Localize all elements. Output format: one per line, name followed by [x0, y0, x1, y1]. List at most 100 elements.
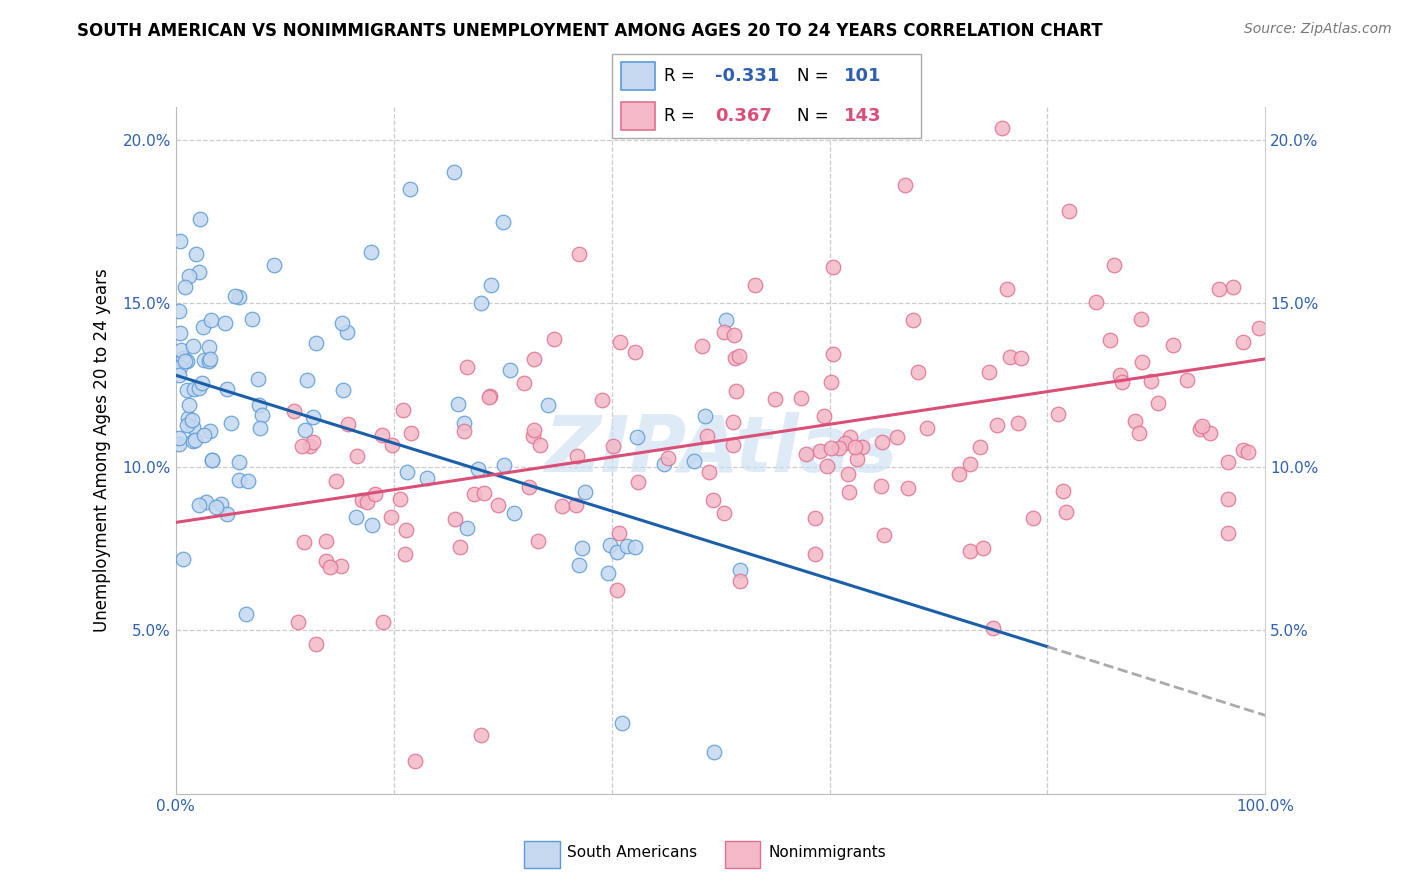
Point [287, 615, 309, 629]
Point [330, 558, 353, 573]
Point [364, 487, 387, 501]
Point [820, 441, 842, 455]
Point [388, 491, 411, 506]
Point [813, 409, 835, 423]
Point [728, 574, 751, 588]
Point [727, 349, 749, 363]
Point [907, 365, 929, 379]
Text: N =: N = [797, 68, 834, 86]
Point [395, 523, 418, 537]
Point [1198, 426, 1220, 441]
Point [174, 279, 197, 293]
Point [201, 453, 224, 467]
Point [191, 320, 214, 334]
Point [1130, 355, 1153, 369]
Point [1057, 204, 1080, 219]
Point [188, 211, 211, 226]
Point [170, 352, 193, 367]
Point [703, 745, 725, 759]
Point [744, 277, 766, 292]
Point [228, 290, 250, 304]
Point [380, 510, 402, 524]
Point [948, 467, 970, 482]
Point [479, 388, 502, 402]
Point [977, 365, 1000, 379]
Point [344, 509, 367, 524]
Point [789, 391, 811, 405]
Point [184, 247, 207, 261]
Point [1046, 407, 1069, 421]
Text: Source: ZipAtlas.com: Source: ZipAtlas.com [1244, 22, 1392, 37]
Point [1216, 492, 1239, 507]
Point [356, 495, 378, 509]
Point [195, 495, 218, 509]
Point [998, 351, 1021, 365]
Point [1191, 418, 1213, 433]
Point [869, 479, 891, 493]
Point [167, 304, 190, 318]
Point [983, 621, 1005, 635]
Point [184, 434, 207, 448]
Point [381, 437, 404, 451]
Point [479, 278, 502, 293]
Point [517, 480, 540, 494]
Point [657, 450, 679, 465]
Point [837, 467, 859, 481]
Point [360, 244, 382, 259]
Point [193, 353, 215, 368]
Point [240, 312, 263, 326]
Point [396, 465, 419, 479]
Point [1085, 294, 1108, 309]
Point [803, 547, 825, 561]
Point [415, 470, 437, 484]
Point [804, 511, 827, 525]
Point [702, 492, 724, 507]
Point [851, 440, 873, 454]
Point [606, 582, 628, 597]
Point [453, 416, 475, 430]
Point [834, 436, 856, 450]
Point [1130, 311, 1153, 326]
Point [568, 558, 591, 572]
Point [299, 439, 322, 453]
Text: N =: N = [797, 107, 834, 125]
Point [249, 420, 271, 434]
Point [336, 325, 359, 339]
Point [492, 458, 515, 472]
Point [198, 340, 221, 354]
Point [725, 384, 748, 398]
Point [200, 312, 222, 326]
Text: -0.331: -0.331 [716, 68, 779, 86]
Point [173, 354, 195, 368]
Point [302, 410, 325, 425]
Point [172, 552, 194, 566]
Point [503, 506, 526, 520]
Point [893, 178, 915, 192]
Point [302, 435, 325, 450]
Point [838, 485, 860, 500]
Point [498, 362, 520, 376]
Point [607, 525, 630, 540]
Point [228, 455, 250, 469]
Point [690, 338, 713, 352]
Point [346, 450, 368, 464]
Point [571, 541, 593, 556]
Point [610, 716, 633, 731]
Point [616, 539, 638, 553]
Point [820, 375, 842, 389]
Point [808, 444, 831, 458]
Point [844, 440, 866, 454]
Point [200, 351, 222, 366]
Point [794, 447, 817, 461]
Point [1216, 526, 1239, 541]
Point [486, 498, 509, 512]
Point [177, 410, 200, 425]
Point [190, 376, 212, 390]
Point [1189, 421, 1212, 435]
Point [959, 544, 981, 558]
Point [873, 527, 896, 541]
FancyBboxPatch shape [621, 102, 655, 130]
Point [821, 347, 844, 361]
Point [537, 398, 560, 412]
FancyBboxPatch shape [612, 54, 921, 138]
